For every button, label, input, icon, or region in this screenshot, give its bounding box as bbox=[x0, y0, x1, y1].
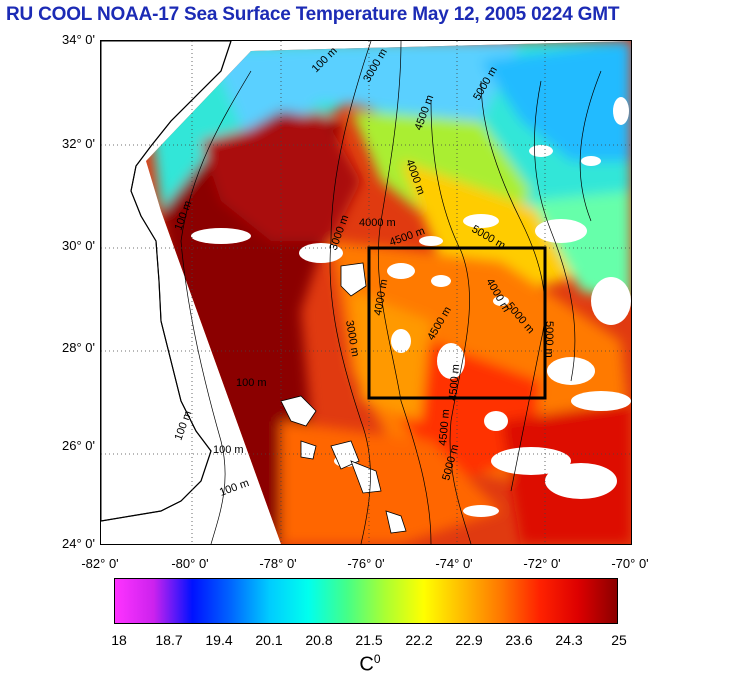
bahamas-islands bbox=[280, 262, 407, 534]
lon-label: -78° 0' bbox=[259, 556, 297, 571]
sst-map-svg: 100 m 3000 m 4500 m 5000 m 4000 m 4000 m… bbox=[101, 41, 631, 544]
colorbar-label: 22.9 bbox=[455, 632, 483, 648]
sst-map: 100 m 3000 m 4500 m 5000 m 4000 m 4000 m… bbox=[100, 40, 632, 545]
unit-sup: 0 bbox=[373, 652, 381, 666]
colorbar-label: 22.2 bbox=[405, 632, 433, 648]
lat-label: 26° 0' bbox=[62, 438, 95, 453]
lat-label: 32° 0' bbox=[62, 136, 95, 151]
colorbar-unit: C0 bbox=[340, 652, 400, 677]
lat-label: 34° 0' bbox=[62, 32, 95, 47]
colorbar-label: 19.4 bbox=[205, 632, 233, 648]
colorbar-label: 18 bbox=[111, 632, 127, 648]
bathymetry-contours bbox=[180, 41, 602, 544]
colorbar-label: 24.3 bbox=[555, 632, 583, 648]
colorbar-label: 25 bbox=[611, 632, 627, 648]
unit-main: C bbox=[359, 653, 374, 676]
colorbar-label: 23.6 bbox=[505, 632, 533, 648]
colorbar-label: 21.5 bbox=[355, 632, 383, 648]
contour-label: 100 m bbox=[213, 444, 244, 456]
sst-imagery bbox=[146, 41, 631, 544]
graticule bbox=[101, 41, 631, 544]
contour-label: 4000 m bbox=[359, 217, 396, 229]
lon-label: -72° 0' bbox=[523, 556, 561, 571]
lon-label: -80° 0' bbox=[171, 556, 209, 571]
temperature-colorbar bbox=[114, 578, 618, 624]
lon-label: -74° 0' bbox=[435, 556, 473, 571]
contour-label: 4500 m bbox=[437, 409, 452, 447]
colorbar-label: 20.1 bbox=[255, 632, 283, 648]
lon-label: -76° 0' bbox=[347, 556, 385, 571]
study-region-box bbox=[367, 246, 547, 400]
contour-label: 100 m bbox=[236, 377, 267, 389]
colorbar-label: 20.8 bbox=[305, 632, 333, 648]
contour-label: 4500 m bbox=[447, 364, 462, 402]
lat-label: 30° 0' bbox=[62, 238, 95, 253]
map-title: RU COOL NOAA-17 Sea Surface Temperature … bbox=[6, 4, 620, 25]
colorbar-label: 18.7 bbox=[155, 632, 183, 648]
lat-label: 28° 0' bbox=[62, 340, 95, 355]
lon-label: -70° 0' bbox=[611, 556, 649, 571]
lat-label: 24° 0' bbox=[62, 536, 95, 551]
contour-label: 100 m bbox=[218, 477, 251, 499]
lon-label: -82° 0' bbox=[81, 556, 119, 571]
